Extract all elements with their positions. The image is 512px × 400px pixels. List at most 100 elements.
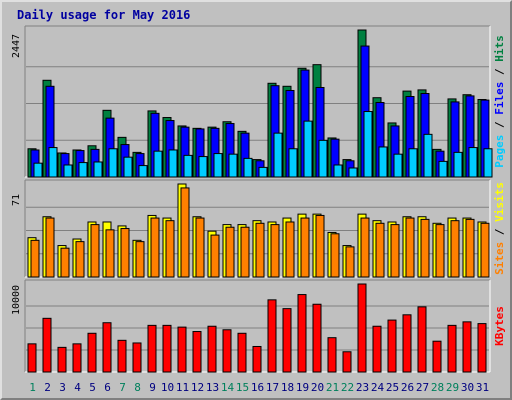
bar-kbytes-6 bbox=[102, 322, 112, 373]
bar-sites-24 bbox=[375, 222, 385, 278]
x-tick-label: 10 bbox=[161, 381, 174, 394]
bar-sites-2 bbox=[45, 217, 55, 278]
bar-pages-6 bbox=[108, 148, 118, 178]
x-tick-label: 5 bbox=[89, 381, 96, 394]
bar-pages-19 bbox=[303, 120, 313, 178]
bar-pages-13 bbox=[213, 153, 223, 178]
bar-pages-28 bbox=[438, 160, 448, 178]
y-max-label: 71 bbox=[11, 194, 22, 206]
bar-kbytes-24 bbox=[372, 325, 382, 373]
bar-sites-10 bbox=[165, 220, 175, 278]
bar-pages-12 bbox=[198, 156, 208, 178]
panel-mid: 71 Sites / Visits bbox=[11, 179, 506, 278]
x-tick-label: 24 bbox=[371, 381, 385, 394]
bar-kbytes-12 bbox=[192, 331, 202, 373]
x-tick-label: 8 bbox=[134, 381, 141, 394]
bar-pages-25 bbox=[393, 153, 403, 178]
x-tick-label: 1 bbox=[29, 381, 36, 394]
x-tick-label: 23 bbox=[356, 381, 369, 394]
x-tick-label: 31 bbox=[476, 381, 489, 394]
x-tick-label: 21 bbox=[326, 381, 339, 394]
bar-pages-17 bbox=[273, 132, 283, 178]
bar-kbytes-20 bbox=[312, 303, 322, 373]
bar-pages-29 bbox=[453, 151, 463, 178]
x-tick-label: 30 bbox=[461, 381, 474, 394]
x-tick-label: 27 bbox=[416, 381, 429, 394]
x-tick-label: 25 bbox=[386, 381, 399, 394]
bar-kbytes-27 bbox=[417, 306, 427, 373]
bar-sites-20 bbox=[315, 214, 325, 278]
bar-kbytes-7 bbox=[117, 339, 127, 373]
bar-pages-22 bbox=[348, 167, 358, 178]
y-max-label: 2447 bbox=[11, 34, 22, 58]
bar-sites-21 bbox=[330, 233, 340, 278]
bar-sites-31 bbox=[480, 222, 490, 278]
bar-kbytes-8 bbox=[132, 342, 142, 373]
bar-kbytes-16 bbox=[252, 345, 262, 373]
bar-kbytes-25 bbox=[387, 319, 397, 373]
legend-sites: Sites bbox=[493, 242, 506, 275]
bar-sites-8 bbox=[135, 241, 145, 278]
bar-pages-21 bbox=[333, 164, 343, 178]
bar-sites-16 bbox=[255, 222, 265, 278]
x-tick-label: 7 bbox=[119, 381, 126, 394]
bar-sites-25 bbox=[390, 224, 400, 278]
panel-legend: Sites / Visits bbox=[493, 182, 506, 275]
legend-hits: Hits bbox=[493, 35, 506, 62]
x-tick-label: 6 bbox=[104, 381, 111, 394]
bar-kbytes-23 bbox=[357, 283, 367, 373]
x-tick-label: 17 bbox=[266, 381, 279, 394]
bar-pages-23 bbox=[363, 111, 373, 178]
bar-pages-1 bbox=[33, 162, 43, 178]
x-tick-label: 16 bbox=[251, 381, 264, 394]
bar-pages-16 bbox=[258, 166, 268, 178]
bar-kbytes-18 bbox=[282, 308, 292, 373]
series-sites bbox=[30, 187, 490, 278]
bar-sites-3 bbox=[60, 247, 70, 278]
bar-kbytes-14 bbox=[222, 329, 232, 373]
legend-files: Files bbox=[493, 82, 506, 115]
x-tick-label: 18 bbox=[281, 381, 294, 394]
y-max-label: 10000 bbox=[11, 285, 22, 315]
bar-pages-26 bbox=[408, 148, 418, 178]
bar-pages-8 bbox=[138, 165, 148, 178]
series-kbytes bbox=[27, 283, 487, 373]
bar-kbytes-17 bbox=[267, 299, 277, 373]
bar-kbytes-31 bbox=[477, 323, 487, 373]
bar-sites-13 bbox=[210, 234, 220, 278]
bar-pages-31 bbox=[483, 148, 493, 178]
x-tick-label: 22 bbox=[341, 381, 354, 394]
x-tick-label: 13 bbox=[206, 381, 219, 394]
bar-kbytes-4 bbox=[72, 343, 82, 373]
bar-kbytes-15 bbox=[237, 332, 247, 373]
chart-title: Daily usage for May 2016 bbox=[17, 8, 190, 22]
x-tick-label: 29 bbox=[446, 381, 459, 394]
bar-kbytes-13 bbox=[207, 325, 217, 373]
bar-kbytes-26 bbox=[402, 314, 412, 373]
x-tick-label: 26 bbox=[401, 381, 414, 394]
legend-pages: Pages bbox=[493, 135, 506, 168]
bar-pages-20 bbox=[318, 139, 328, 178]
legend-visits: Visits bbox=[493, 182, 506, 222]
bar-kbytes-30 bbox=[462, 321, 472, 373]
panel-legend: KBytes bbox=[493, 306, 506, 346]
bar-pages-4 bbox=[78, 162, 88, 178]
bar-kbytes-5 bbox=[87, 332, 97, 373]
bar-sites-23 bbox=[360, 217, 370, 278]
bar-sites-11 bbox=[180, 187, 190, 278]
panel-top: 2447 Pages / Files / Hits bbox=[11, 25, 506, 178]
bar-pages-2 bbox=[48, 147, 58, 178]
legend-kbytes: KBytes bbox=[493, 306, 506, 346]
x-tick-label: 20 bbox=[311, 381, 324, 394]
bar-kbytes-2 bbox=[42, 317, 52, 373]
series-pages bbox=[33, 111, 493, 178]
bar-sites-6 bbox=[105, 229, 115, 278]
x-axis-labels: 1 2 3 4 5 6 7 8 9 10 11 12 13 14 15 16 17 18 19 20 21 22 23 24 2… bbox=[29, 381, 489, 394]
bar-sites-7 bbox=[120, 228, 130, 278]
bar-sites-15 bbox=[240, 226, 250, 278]
bar-kbytes-28 bbox=[432, 340, 442, 373]
bar-sites-26 bbox=[405, 217, 415, 278]
x-tick-label: 11 bbox=[176, 381, 189, 394]
bar-pages-7 bbox=[123, 156, 133, 178]
bar-pages-24 bbox=[378, 146, 388, 178]
